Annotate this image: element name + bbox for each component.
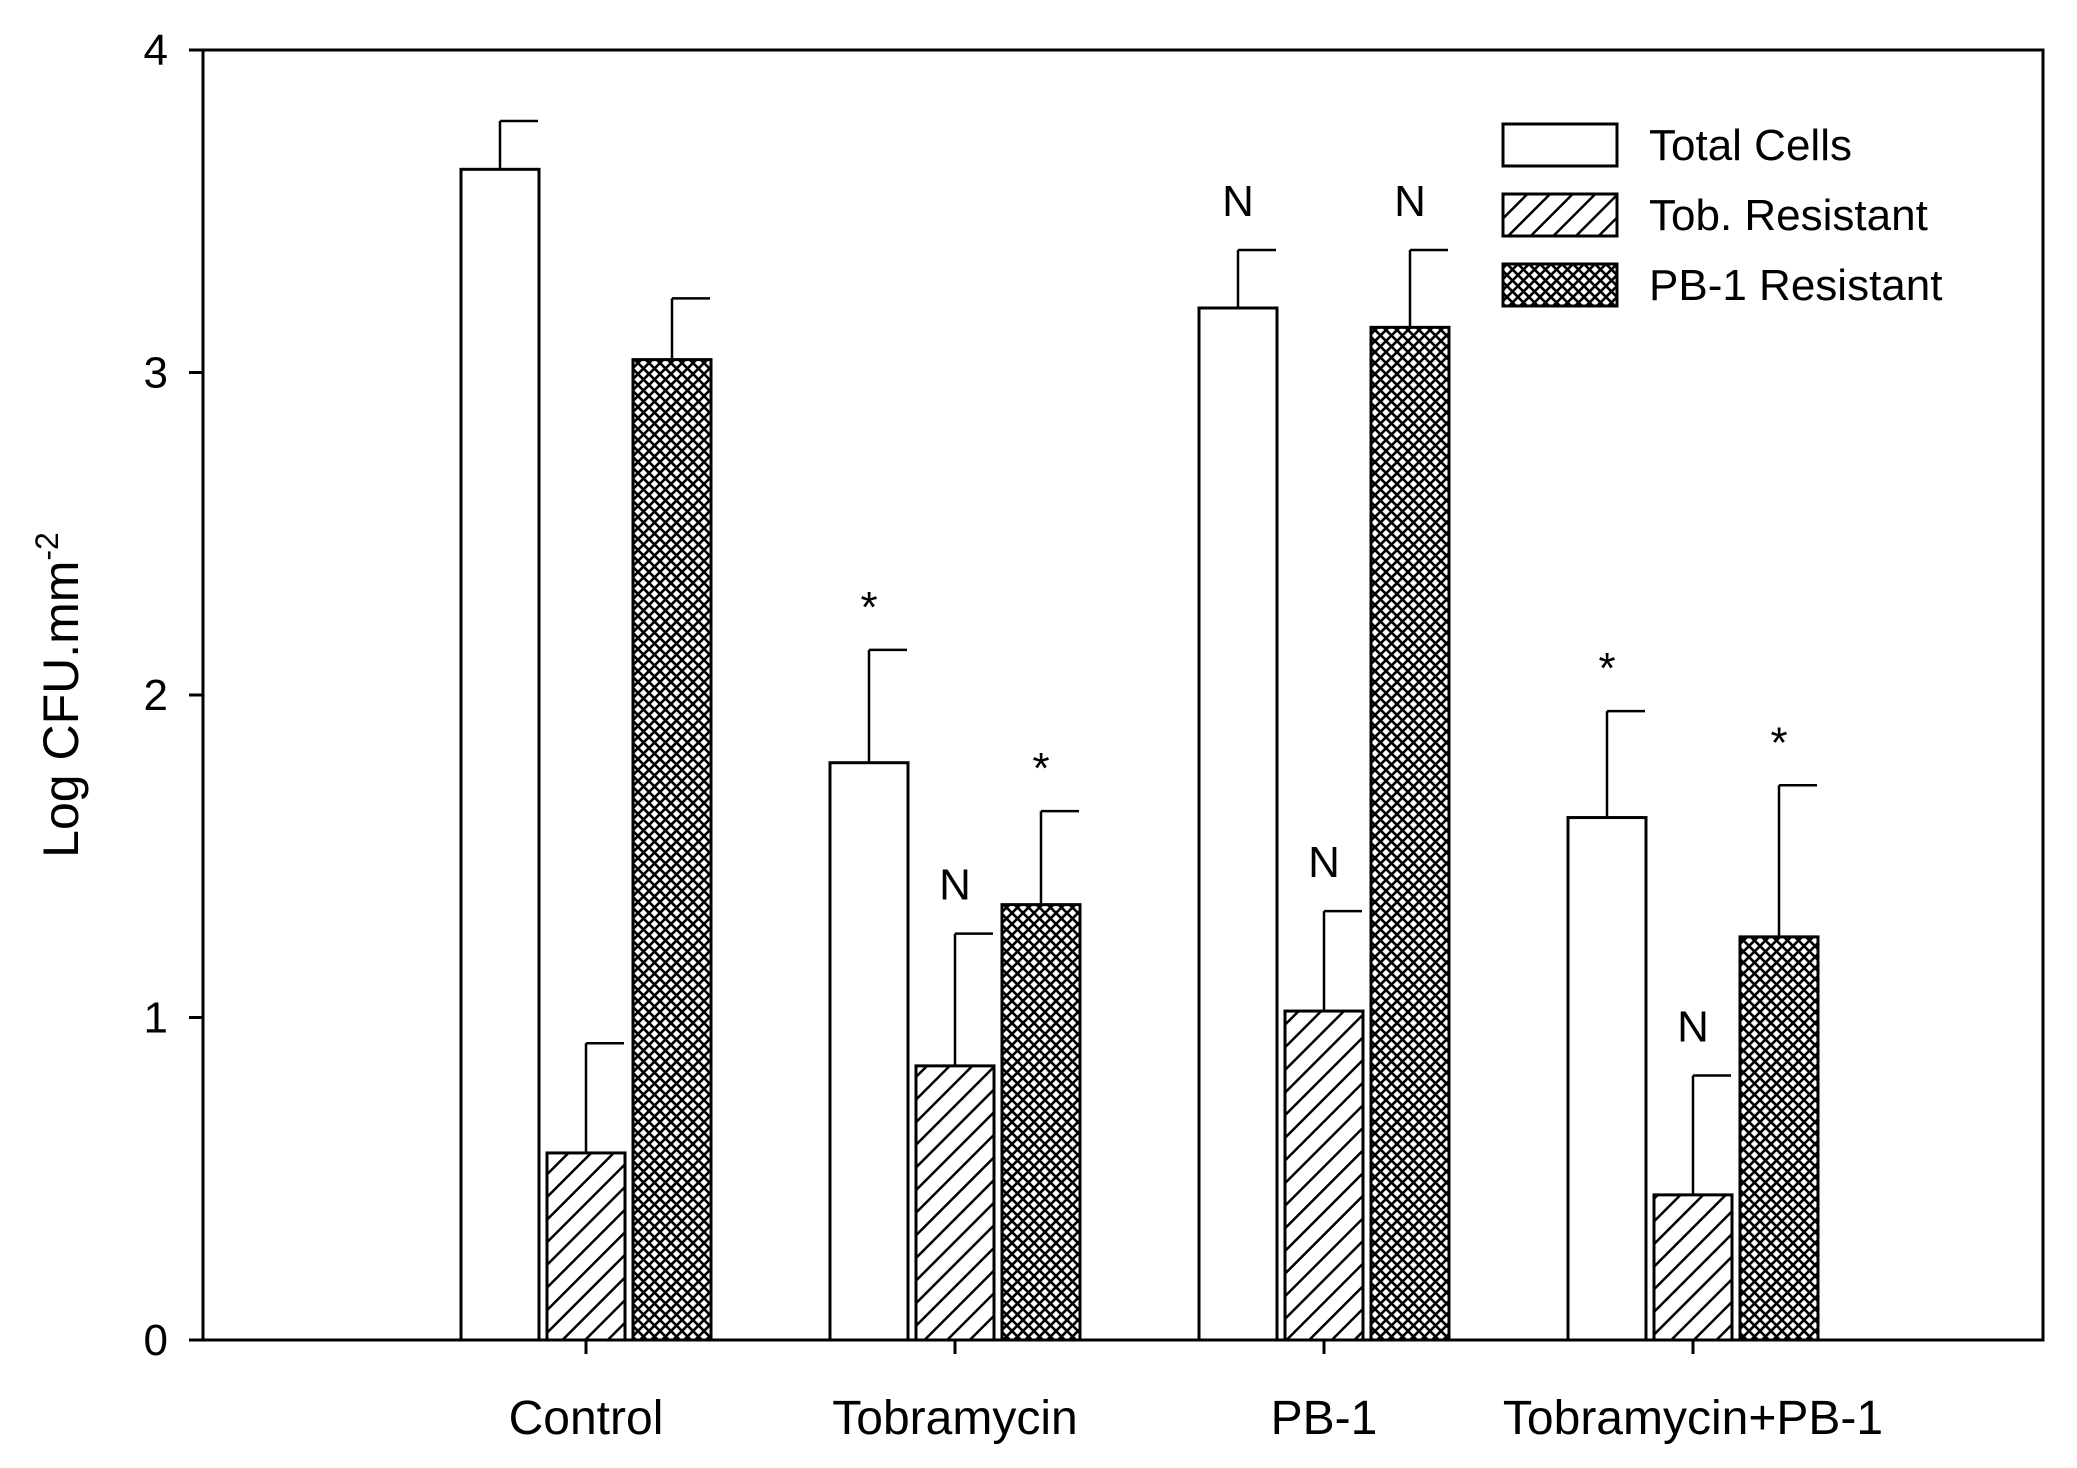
bar <box>828 761 910 1342</box>
x-tick-label: Control <box>509 1392 664 1445</box>
x-tick-label: Tobramycin+PB-1 <box>1503 1392 1883 1445</box>
bar <box>631 358 713 1342</box>
y-axis: 0 1 2 3 4 <box>144 26 203 1365</box>
significance-label: N <box>1308 838 1340 887</box>
bar <box>1197 306 1279 1342</box>
y-axis-title: Log CFU.mm-2 <box>29 532 89 858</box>
x-tick-label: Tobramycin <box>832 1392 1077 1445</box>
y-axis-title-main: Log CFU.mm <box>33 561 89 858</box>
legend: Total Cells Tob. Resistant PB-1 Resistant <box>1501 121 1942 310</box>
significance-label: N <box>1222 177 1254 226</box>
y-tick-label: 2 <box>144 671 168 720</box>
bar <box>1369 325 1451 1342</box>
x-axis: Control Tobramycin PB-1 Tobramycin+PB-1 <box>509 1340 1883 1445</box>
bar <box>914 1064 996 1342</box>
y-tick-label: 1 <box>144 994 168 1043</box>
significance-label: * <box>1598 644 1615 693</box>
x-tick-label: PB-1 <box>1271 1392 1378 1445</box>
legend-label: Total Cells <box>1649 121 1852 170</box>
significance-label: * <box>860 583 877 632</box>
significance-label: * <box>1032 744 1049 793</box>
bar <box>1000 903 1082 1342</box>
bar <box>459 167 541 1342</box>
y-tick-label: 0 <box>144 1316 168 1365</box>
legend-swatch <box>1501 122 1619 168</box>
bar <box>545 1151 627 1342</box>
bar <box>1566 816 1648 1342</box>
legend-label: Tob. Resistant <box>1649 191 1928 240</box>
significance-label: N <box>1677 1003 1709 1052</box>
bar-series <box>459 119 1820 1342</box>
bar <box>1283 1009 1365 1342</box>
bar <box>1652 1193 1734 1342</box>
y-axis-title-superscript: -2 <box>29 532 65 560</box>
significance-label: N <box>1394 177 1426 226</box>
y-tick-label: 3 <box>144 349 168 398</box>
legend-label: PB-1 Resistant <box>1649 261 1942 310</box>
legend-swatch <box>1501 192 1619 238</box>
significance-label: N <box>939 861 971 910</box>
bar <box>1738 935 1820 1342</box>
legend-swatch <box>1501 262 1619 308</box>
significance-label: * <box>1770 718 1787 767</box>
y-tick-label: 4 <box>144 26 168 75</box>
significance-annotations: * N * N N N * N * <box>860 177 1787 1052</box>
